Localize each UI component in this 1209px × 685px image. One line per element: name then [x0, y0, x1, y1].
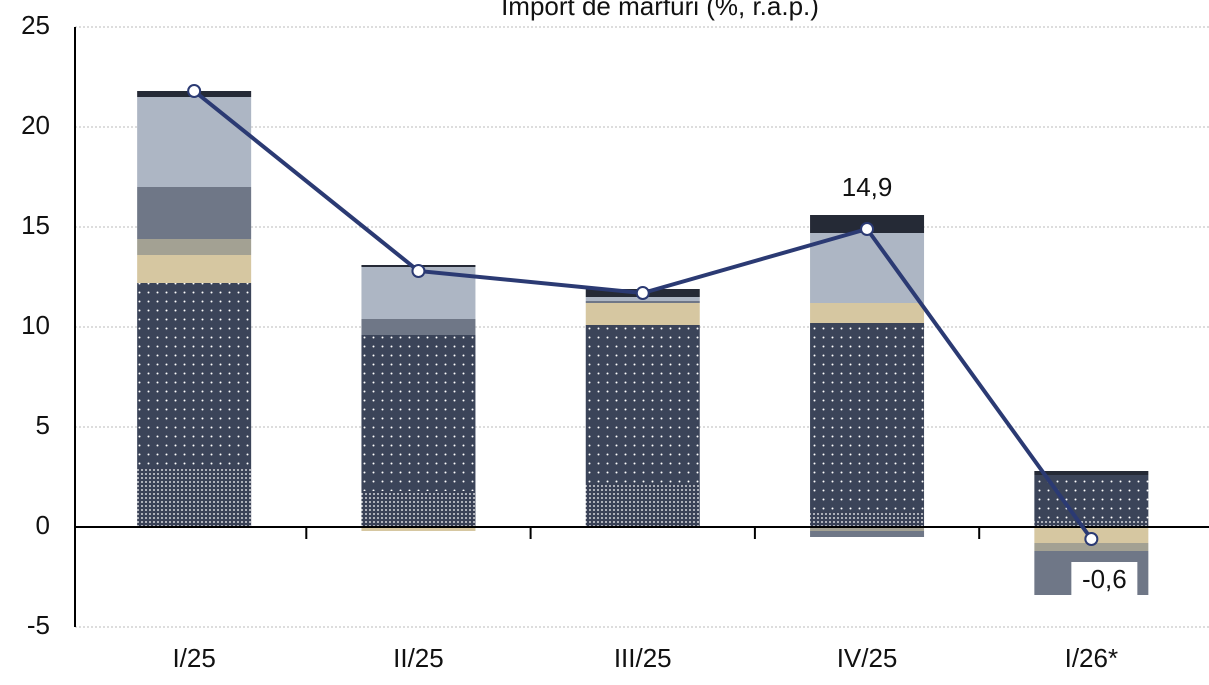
value-label: -0,6 — [1082, 564, 1127, 594]
bar-segment — [137, 283, 252, 467]
x-tick-label: I/25 — [172, 643, 215, 673]
bar-segment — [137, 187, 252, 239]
bar-segment — [361, 491, 476, 527]
bar-segment — [137, 239, 252, 255]
bar-segment — [361, 335, 476, 491]
bar-segment — [810, 511, 925, 527]
line-marker — [187, 84, 202, 98]
bar-segment — [585, 301, 700, 303]
bar-segment — [137, 467, 252, 527]
bar-segment — [361, 527, 476, 531]
bar-segment — [810, 303, 925, 323]
y-tick-label: 10 — [21, 310, 50, 340]
bar-segment — [810, 527, 925, 531]
x-tick-label: III/25 — [614, 643, 672, 673]
chart-title: Import de mărfuri (%, r.a.p.) — [501, 0, 819, 21]
bar-segment — [585, 483, 700, 527]
line-marker — [411, 264, 426, 278]
line-marker — [860, 222, 875, 236]
line-marker — [635, 286, 650, 300]
line-marker — [1084, 532, 1099, 546]
bar-segment — [810, 323, 925, 511]
x-tick-label: I/26* — [1065, 643, 1119, 673]
bar-segment — [585, 303, 700, 325]
bar-segment — [1034, 475, 1149, 521]
y-tick-label: 20 — [21, 110, 50, 140]
bar-segment — [810, 233, 925, 303]
y-tick-label: 15 — [21, 210, 50, 240]
x-tick-label: IV/25 — [837, 643, 898, 673]
y-tick-label: 0 — [36, 510, 50, 540]
value-label-bg — [1071, 562, 1138, 600]
bar-segment — [810, 531, 925, 537]
bar-segment — [585, 325, 700, 483]
bar-segment — [137, 255, 252, 283]
bar-segment — [1034, 471, 1149, 475]
x-tick-label: II/25 — [393, 643, 444, 673]
bar-segment — [1034, 521, 1149, 527]
bar-segment — [137, 97, 252, 187]
bar-segment — [1034, 543, 1149, 551]
value-label: 14,9 — [842, 172, 893, 202]
bar-segment — [361, 319, 476, 335]
y-tick-label: -5 — [27, 610, 50, 640]
y-tick-label: 5 — [36, 410, 50, 440]
y-tick-label: 25 — [21, 10, 50, 40]
